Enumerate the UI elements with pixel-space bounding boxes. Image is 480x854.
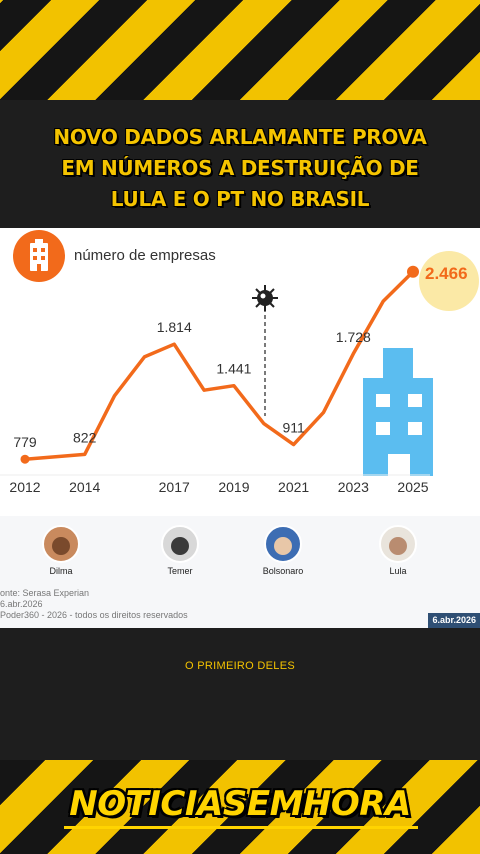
president-dilma: Dilma (42, 525, 80, 576)
data-label-2017: 1.814 (157, 319, 192, 335)
data-labels: 779 822 1.814 1.441 911 1.728 2.466 (13, 264, 467, 450)
president-bolsonaro: Bolsonaro (263, 525, 304, 576)
x-tick-2021: 2021 (278, 479, 309, 495)
president-name-lula: Lula (389, 566, 406, 576)
x-tick-2012: 2012 (9, 479, 40, 495)
x-tick-2014: 2014 (69, 479, 100, 495)
source-credit: onte: Serasa Experian 6.abr.2026 Poder36… (0, 588, 188, 621)
data-point-2025 (407, 265, 419, 278)
chart-title: número de empresas (74, 247, 216, 264)
headline-band (0, 100, 480, 228)
president-temer: Temer (161, 525, 199, 576)
president-name-temer: Temer (167, 566, 192, 576)
brand-name: NOTICIASEMHORA (69, 784, 411, 824)
final-value-highlight (419, 251, 479, 311)
virus-icon (252, 285, 278, 311)
data-label-2019: 1.441 (216, 361, 251, 377)
x-tick-2025: 2025 (397, 479, 428, 495)
x-tick-2019: 2019 (218, 479, 249, 495)
presidents-row: Dilma Temer Bolsonaro Lula (42, 525, 417, 576)
data-label-2014: 822 (73, 429, 97, 445)
headline-line-2: EM NÚMEROS A DESTRUIÇÃO DE (61, 156, 419, 180)
chart-card: número de empresas 779 822 1.814 1 (0, 228, 480, 628)
x-tick-2023: 2023 (338, 479, 369, 495)
headline-line-3: LULA E O PT NO BRASIL (110, 187, 370, 211)
headline: NOVO DADOS ARLAMANTE PROVA EM NÚMEROS A … (0, 122, 480, 215)
series-line (23, 270, 415, 461)
source-line-2: 6.abr.2026 (0, 599, 43, 609)
caption-band (0, 628, 480, 760)
president-name-dilma: Dilma (49, 566, 72, 576)
headline-line-1: NOVO DADOS ARLAMANTE PROVA (53, 125, 427, 149)
caption-text: O PRIMEIRO DELES (185, 660, 295, 672)
data-label-2021: 911 (282, 420, 305, 436)
president-lula: Lula (379, 525, 417, 576)
data-label-2012: 779 (13, 434, 37, 450)
brand-underline (64, 826, 418, 829)
warning-stripes-top (0, 0, 480, 100)
data-label-2025: 2.466 (425, 264, 468, 283)
x-tick-labels: 2012 2014 2017 2019 2021 2023 2025 (9, 479, 428, 495)
source-line-3: Poder360 - 2026 - todos os direitos rese… (0, 610, 188, 620)
building-icon (363, 348, 433, 476)
president-name-bolsonaro: Bolsonaro (263, 566, 304, 576)
data-point-2012 (20, 454, 30, 464)
warning-stripes-bottom (0, 760, 480, 854)
x-tick-2017: 2017 (159, 479, 190, 495)
footer-date-badge: 6.abr.2026 (428, 613, 480, 628)
source-line-1: onte: Serasa Experian (0, 588, 90, 598)
data-points (20, 265, 419, 464)
data-label-2023: 1.728 (336, 329, 371, 345)
